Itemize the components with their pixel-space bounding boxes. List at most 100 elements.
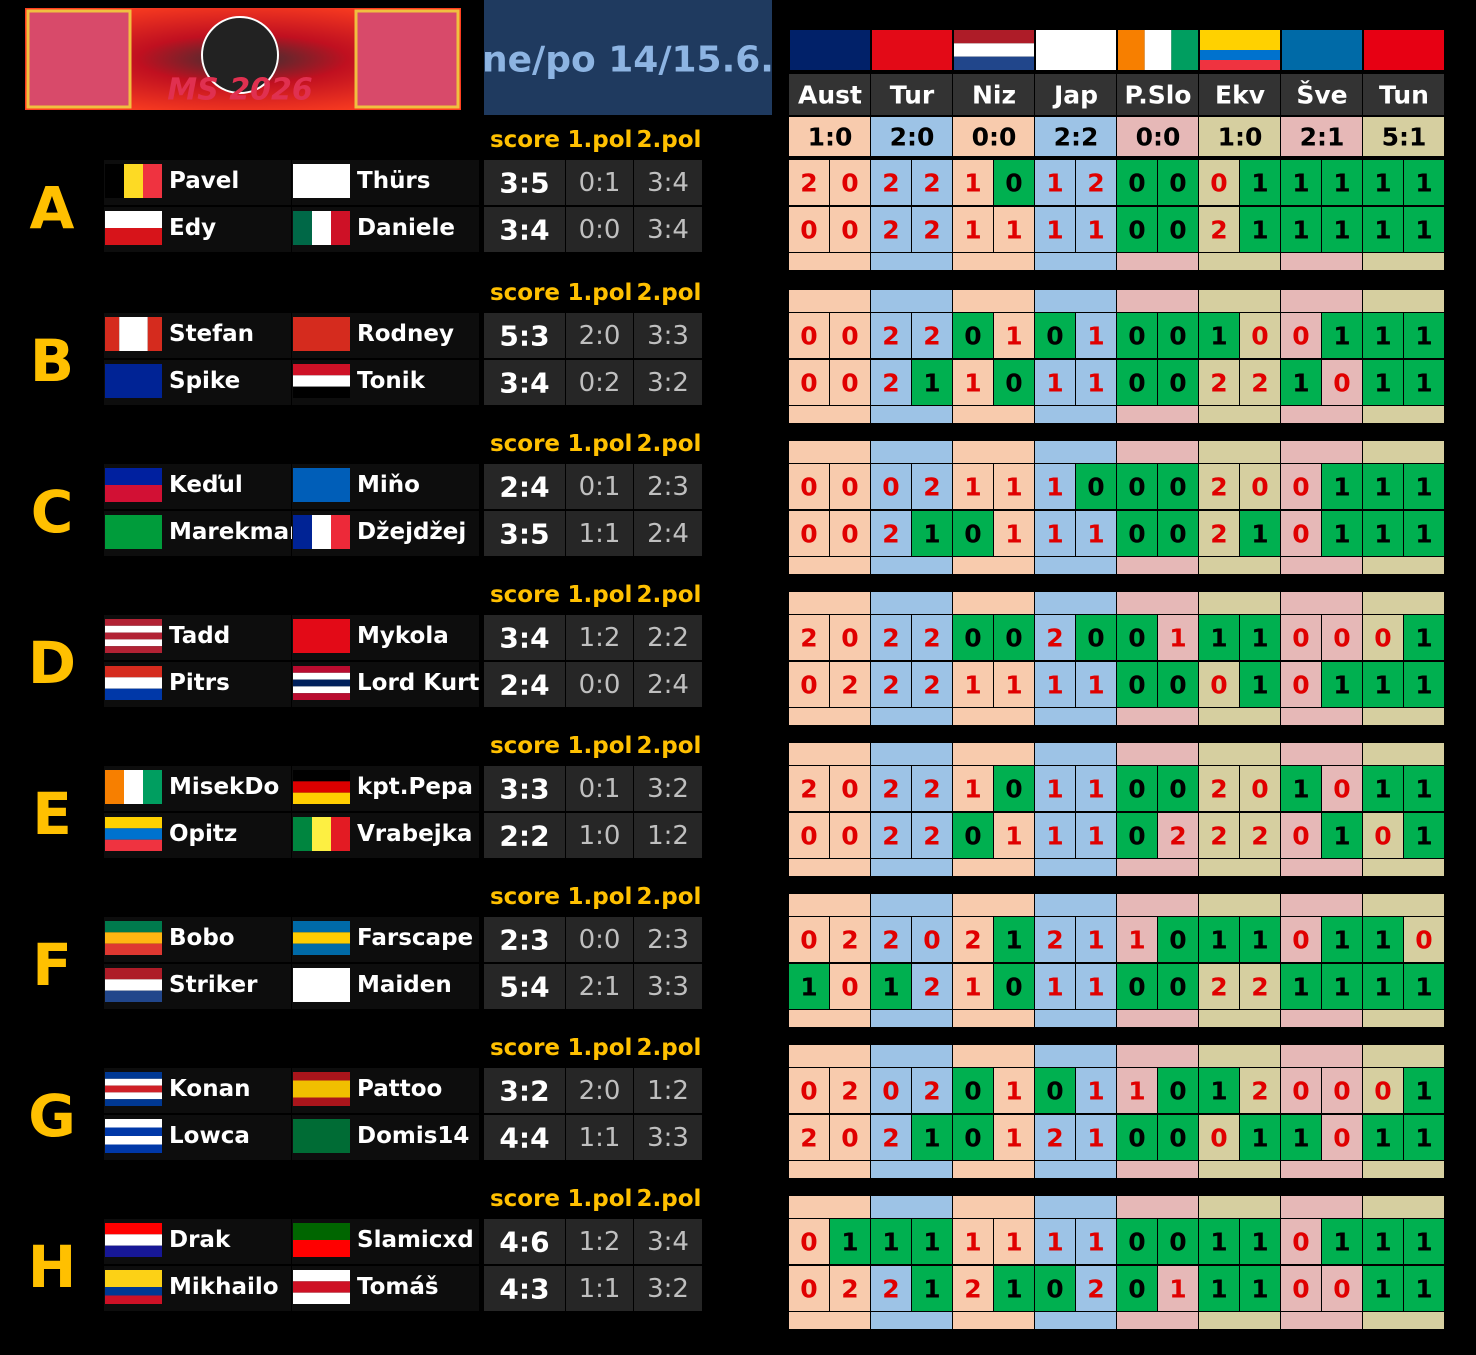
flag-stripe <box>293 1270 350 1282</box>
player-name: Mikhailo <box>169 1274 279 1300</box>
score: 3:5 <box>499 518 549 551</box>
group-letter: G <box>28 1082 76 1150</box>
pick: 0 <box>800 1275 817 1304</box>
score-cell <box>634 160 702 205</box>
pick: 1 <box>964 473 981 502</box>
flag-stripe <box>105 839 162 851</box>
pick: 2 <box>1087 169 1104 198</box>
flag-stripe <box>293 770 350 782</box>
result-cell <box>1117 117 1198 156</box>
pick-cell <box>789 360 829 405</box>
pick: 1 <box>1087 1228 1104 1257</box>
flag-stripe <box>1282 30 1362 70</box>
result: 1:0 <box>808 123 853 152</box>
pick-cell <box>1363 1068 1403 1113</box>
pick: 0 <box>1128 369 1145 398</box>
pick-cell-hit <box>1281 1115 1321 1160</box>
flag-stripe <box>105 228 162 245</box>
band <box>1363 592 1444 614</box>
flag-stripe <box>105 990 162 1002</box>
pick-cell-hit <box>1281 207 1321 252</box>
player-name: Džejdžej <box>357 519 466 545</box>
pick: 0 <box>800 822 817 851</box>
band <box>953 859 1034 876</box>
player-name: Slamicxd <box>357 1227 474 1253</box>
pick-cell-hit <box>871 1219 911 1264</box>
result-cell <box>1199 117 1280 156</box>
pick-cell <box>789 1266 829 1311</box>
pick-cell <box>912 813 952 858</box>
pick-cell <box>994 313 1034 358</box>
pick: 1 <box>1374 1228 1391 1257</box>
pick: 1 <box>1005 822 1022 851</box>
pick: 0 <box>1292 671 1309 700</box>
pick: 1 <box>1292 1124 1309 1153</box>
pick: 1 <box>1087 926 1104 955</box>
half-score: 1:1 <box>579 1123 621 1153</box>
half-score: 3:3 <box>647 972 689 1002</box>
pick: 1 <box>1333 473 1350 502</box>
pick: 0 <box>800 322 817 351</box>
band <box>871 406 952 423</box>
score-cell <box>634 662 702 707</box>
pick: 0 <box>923 926 940 955</box>
band <box>953 441 1034 463</box>
pick-cell-hit <box>1322 464 1362 509</box>
band <box>1117 708 1198 725</box>
pick-cell-hit <box>953 615 993 660</box>
pick: 0 <box>1005 973 1022 1002</box>
group-letter: C <box>31 478 74 546</box>
score: 3:4 <box>499 622 549 655</box>
band <box>1281 1196 1362 1218</box>
band <box>871 557 952 574</box>
band <box>953 1010 1034 1027</box>
flag-stripe <box>124 770 143 804</box>
pick: 1 <box>923 1124 940 1153</box>
flag-stripe <box>293 1281 350 1293</box>
pick-cell-hit <box>953 1115 993 1160</box>
pick-cell <box>871 464 911 509</box>
band <box>1117 441 1198 463</box>
score-cell <box>566 615 633 660</box>
pick: 2 <box>1251 822 1268 851</box>
pick: 2 <box>1210 775 1227 804</box>
flag-stripe <box>331 817 350 851</box>
pick: 1 <box>1415 624 1432 653</box>
flag-stripe <box>293 672 350 680</box>
pick-cell <box>1035 615 1075 660</box>
pick-cell <box>1322 1266 1362 1311</box>
flag-stripe <box>1200 40 1280 50</box>
band <box>1035 253 1116 270</box>
pick-cell <box>789 511 829 556</box>
flag-stripe <box>105 1099 162 1106</box>
pick-cell <box>1076 1219 1116 1264</box>
flag-stripe <box>954 43 1034 57</box>
band <box>1281 1045 1362 1067</box>
pick: 1 <box>1128 926 1145 955</box>
team-header <box>1035 74 1116 115</box>
pick: 0 <box>1128 1275 1145 1304</box>
column-header: 1.pol <box>568 280 633 306</box>
flag-stripe <box>293 619 350 653</box>
band <box>1117 1045 1198 1067</box>
band <box>871 1045 952 1067</box>
band <box>1199 592 1280 614</box>
pick: 1 <box>1251 216 1268 245</box>
pick-cell <box>1240 360 1280 405</box>
pick: 2 <box>800 624 817 653</box>
pick-cell <box>953 662 993 707</box>
band <box>953 253 1034 270</box>
band <box>871 592 952 614</box>
pick: 0 <box>1169 322 1186 351</box>
pick: 2 <box>841 1275 858 1304</box>
score-cell <box>484 964 565 1009</box>
pick-cell <box>912 1068 952 1113</box>
pick: 1 <box>1210 322 1227 351</box>
flag-stripe <box>293 921 350 933</box>
pick-cell-hit <box>1199 313 1239 358</box>
pick-cell-hit <box>1076 464 1116 509</box>
pick-cell-hit <box>1035 1266 1075 1311</box>
pick-cell-hit <box>1117 766 1157 811</box>
band <box>1363 859 1444 876</box>
pick-cell <box>953 917 993 962</box>
